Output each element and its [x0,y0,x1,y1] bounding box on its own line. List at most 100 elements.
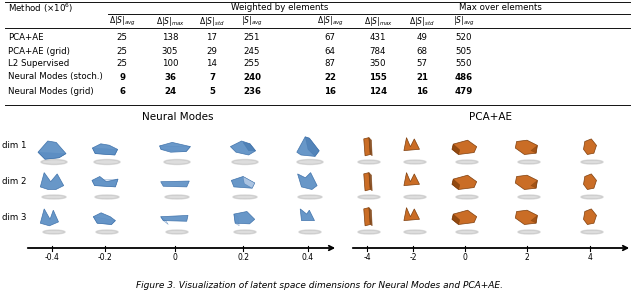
Ellipse shape [43,230,65,234]
Text: 21: 21 [416,73,428,82]
Text: 505: 505 [456,46,472,56]
Text: 100: 100 [162,59,179,68]
Polygon shape [364,208,371,226]
Text: 479: 479 [455,86,473,95]
Ellipse shape [518,160,540,164]
Text: 87: 87 [324,59,335,68]
Text: 57: 57 [417,59,428,68]
Text: 255: 255 [244,59,260,68]
Text: 784: 784 [370,46,387,56]
Text: Weighted by elements: Weighted by elements [231,2,329,11]
Polygon shape [452,140,477,154]
Polygon shape [305,137,319,156]
Text: 431: 431 [370,34,387,43]
Polygon shape [161,217,168,224]
Polygon shape [297,137,319,156]
Text: 36: 36 [164,73,176,82]
Polygon shape [234,212,255,224]
Polygon shape [452,179,460,190]
Polygon shape [159,146,191,152]
Text: 16: 16 [416,86,428,95]
Text: 2: 2 [525,253,529,262]
Text: 305: 305 [162,46,179,56]
Polygon shape [531,146,538,153]
Text: 0.2: 0.2 [237,253,249,262]
Text: $\Delta|S|_{max}$: $\Delta|S|_{max}$ [156,14,184,28]
Ellipse shape [234,230,256,234]
Ellipse shape [581,160,603,164]
Polygon shape [92,176,118,187]
Text: 7: 7 [209,73,215,82]
Polygon shape [369,172,372,191]
Text: -4: -4 [363,253,371,262]
Ellipse shape [42,195,66,199]
Text: 0.4: 0.4 [302,253,314,262]
Text: 24: 24 [164,86,176,95]
Text: 25: 25 [116,46,127,56]
Text: 22: 22 [324,73,336,82]
Text: 520: 520 [456,34,472,43]
Ellipse shape [95,195,119,199]
Polygon shape [404,172,419,186]
Ellipse shape [456,230,478,234]
Text: -0.2: -0.2 [98,253,113,262]
Polygon shape [230,141,255,155]
Polygon shape [92,179,118,187]
Text: 0: 0 [173,253,177,262]
Text: Neural Modes (stoch.): Neural Modes (stoch.) [8,73,103,82]
Ellipse shape [581,195,603,199]
Text: $\Delta|S|_{avg}$: $\Delta|S|_{avg}$ [109,14,136,28]
Text: 155: 155 [369,73,387,82]
Polygon shape [404,138,419,151]
Text: Max over elements: Max over elements [459,2,541,11]
Ellipse shape [358,195,380,199]
Polygon shape [38,141,66,159]
Text: 245: 245 [244,46,260,56]
Text: 25: 25 [116,59,127,68]
Ellipse shape [94,160,120,164]
Ellipse shape [233,195,257,199]
Polygon shape [40,172,64,190]
Text: $|S|_{avg}$: $|S|_{avg}$ [241,14,263,28]
Ellipse shape [518,195,540,199]
Polygon shape [92,148,118,155]
Text: dim 1: dim 1 [2,140,26,149]
Text: 16: 16 [324,86,336,95]
Text: 236: 236 [243,86,261,95]
Polygon shape [93,217,115,224]
Polygon shape [452,214,460,224]
Text: 4: 4 [588,253,593,262]
Polygon shape [38,152,66,159]
Text: 0: 0 [463,253,467,262]
Text: 124: 124 [369,86,387,95]
Text: dim 2: dim 2 [2,178,26,187]
Text: PCA+AE: PCA+AE [8,34,44,43]
Polygon shape [298,172,317,190]
Ellipse shape [164,160,190,164]
Polygon shape [159,142,191,152]
Polygon shape [531,180,538,188]
Polygon shape [161,181,189,187]
Polygon shape [531,215,538,223]
Text: 240: 240 [243,73,261,82]
Text: 5: 5 [209,86,215,95]
Text: 251: 251 [244,34,260,43]
Polygon shape [234,214,239,226]
Polygon shape [452,144,460,154]
Ellipse shape [96,230,118,234]
Polygon shape [364,172,371,191]
Polygon shape [243,176,255,188]
Text: Method ($\times10^6$): Method ($\times10^6$) [8,1,74,15]
Ellipse shape [297,160,323,164]
Text: L2 Supervised: L2 Supervised [8,59,69,68]
Ellipse shape [404,160,426,164]
Ellipse shape [166,230,188,234]
Polygon shape [300,209,314,220]
Text: $\Delta|S|_{max}$: $\Delta|S|_{max}$ [364,14,392,28]
Polygon shape [452,175,477,190]
Polygon shape [404,208,419,220]
Ellipse shape [456,160,478,164]
Text: 25: 25 [116,34,127,43]
Polygon shape [369,208,372,226]
Text: 68: 68 [417,46,428,56]
